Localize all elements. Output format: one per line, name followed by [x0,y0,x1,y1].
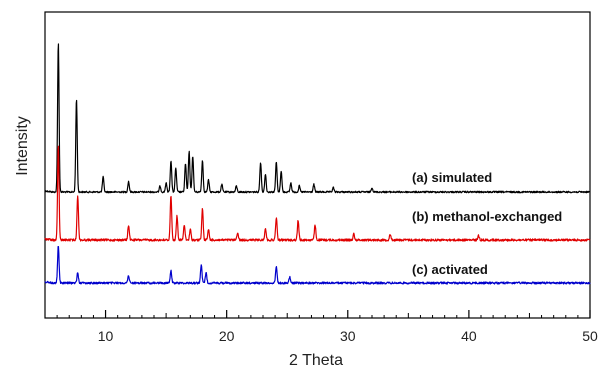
series-line-1 [44,43,591,194]
x-axis-title: 2 Theta [289,352,343,369]
x-tick-label: 20 [219,328,235,344]
series-labels: (a) simulated (b) methanol-exchanged (c) a… [412,170,562,277]
x-ticks: 10 20 30 40 50 [44,310,598,344]
traces [44,43,591,285]
plot-area-border [44,11,591,319]
plot-frame [44,11,591,319]
series-label-3: (c) activated [412,262,488,277]
series-label-2: (b) methanol-exchanged [412,209,562,224]
x-tick-label: 40 [461,328,477,344]
x-tick-label: 50 [582,328,598,344]
y-axis-title: Intensity [14,116,31,176]
x-tick-label: 30 [340,328,356,344]
x-tick-label: 10 [98,328,114,344]
series-label-1: (a) simulated [412,170,492,185]
series-line-3 [44,245,591,285]
series-line-2 [44,145,591,242]
